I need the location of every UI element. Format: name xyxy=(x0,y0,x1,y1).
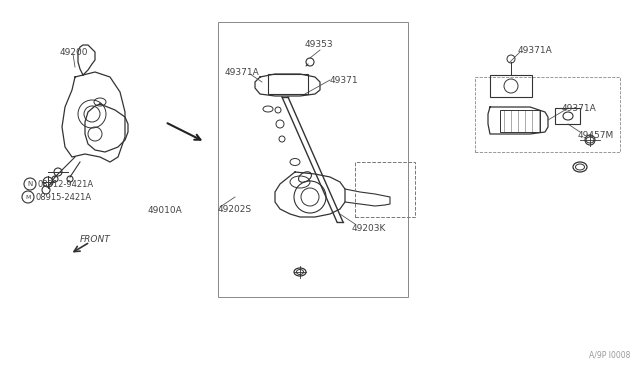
Text: 49353: 49353 xyxy=(305,39,333,48)
Bar xyxy=(355,162,415,217)
Bar xyxy=(500,110,540,132)
Text: FRONT: FRONT xyxy=(80,234,111,244)
Text: 49203K: 49203K xyxy=(352,224,387,232)
Text: 49371A: 49371A xyxy=(225,67,260,77)
Text: M: M xyxy=(26,195,31,199)
Text: 49457M: 49457M xyxy=(578,131,614,140)
Text: A/9P I0008: A/9P I0008 xyxy=(589,351,630,360)
Text: 49371: 49371 xyxy=(330,76,358,84)
Text: 49371A: 49371A xyxy=(562,103,596,112)
Text: 49371A: 49371A xyxy=(518,45,553,55)
Text: 08915-2421A: 08915-2421A xyxy=(35,192,91,202)
Text: 49202S: 49202S xyxy=(218,205,252,214)
Text: N: N xyxy=(28,181,33,187)
Bar xyxy=(555,108,580,124)
Bar xyxy=(490,75,532,97)
Text: 49200: 49200 xyxy=(60,48,88,57)
Bar xyxy=(268,74,308,94)
Text: 49010A: 49010A xyxy=(148,205,183,215)
Bar xyxy=(218,22,408,297)
Text: 08912-9421A: 08912-9421A xyxy=(37,180,93,189)
